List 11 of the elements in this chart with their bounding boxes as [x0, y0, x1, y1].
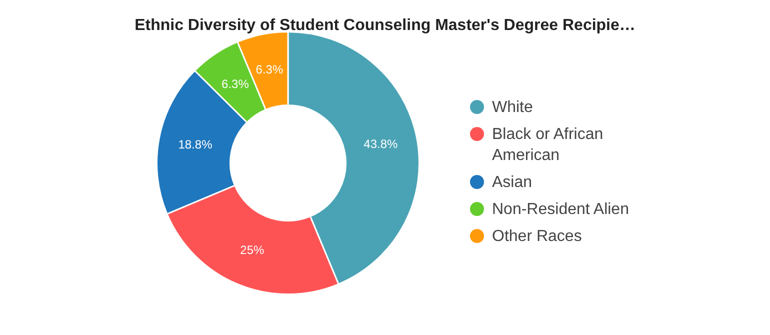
legend-label: Black or African American [492, 125, 604, 166]
legend-label: Asian [492, 173, 532, 193]
chart-title: Ethnic Diversity of Student Counseling Master's Degree Recipie… [134, 17, 636, 35]
data-label: 6.3% [222, 76, 250, 91]
legend-label: Non-Resident Alien [492, 200, 629, 220]
data-label: 25% [240, 242, 265, 257]
legend-label: Other Races [492, 227, 582, 247]
data-label: 18.8% [178, 137, 213, 152]
legend-label: White [492, 98, 533, 118]
data-label: 43.8% [364, 136, 398, 151]
data-label: 6.3% [256, 62, 284, 77]
